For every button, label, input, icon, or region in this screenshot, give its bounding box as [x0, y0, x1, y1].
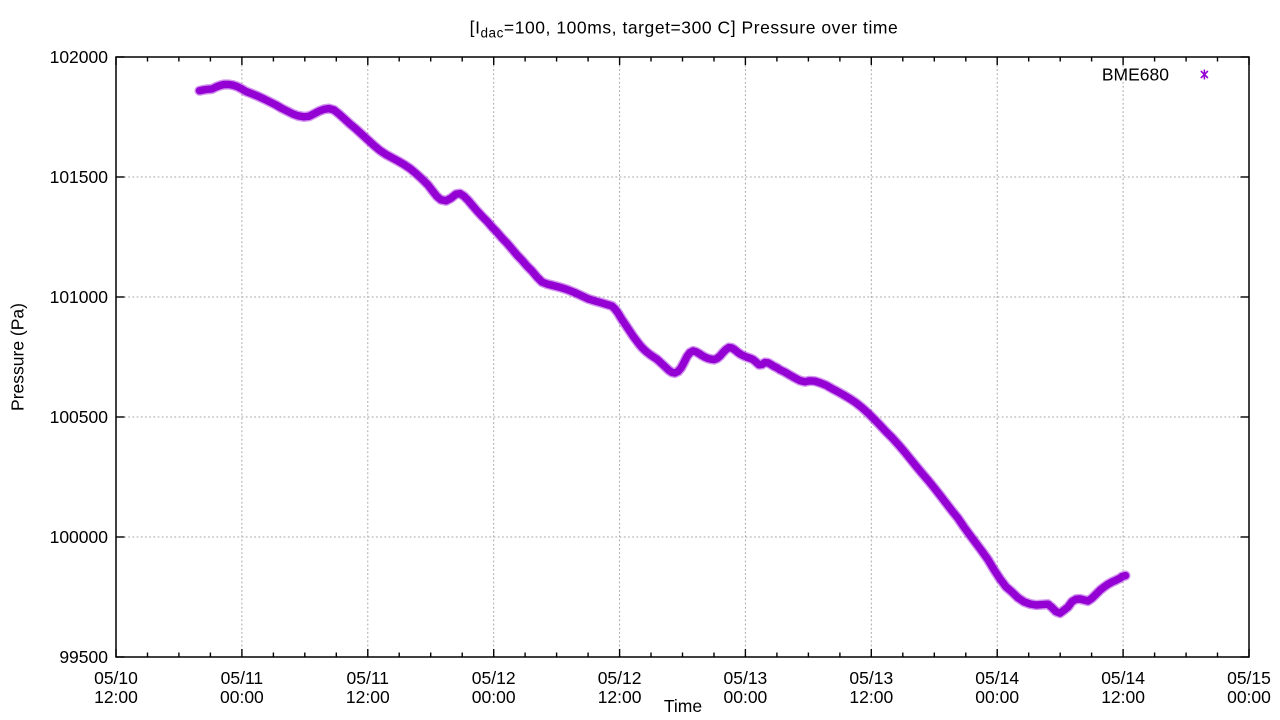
svg-text:Pressure (Pa): Pressure (Pa)	[8, 303, 28, 411]
svg-text:100500: 100500	[50, 407, 109, 427]
svg-text:99500: 99500	[59, 647, 108, 667]
svg-text:102000: 102000	[50, 47, 109, 67]
svg-text:101500: 101500	[50, 167, 109, 187]
svg-text:101000: 101000	[50, 287, 109, 307]
svg-text:Time: Time	[664, 696, 702, 716]
svg-text:[Idac=100, 100ms, target=300 C: [Idac=100, 100ms, target=300 C] Pressure…	[470, 18, 899, 41]
svg-text:05/1500:00: 05/15 00:00	[1227, 668, 1271, 707]
svg-text:100000: 100000	[50, 527, 109, 547]
svg-text:BME680: BME680	[1102, 65, 1169, 85]
